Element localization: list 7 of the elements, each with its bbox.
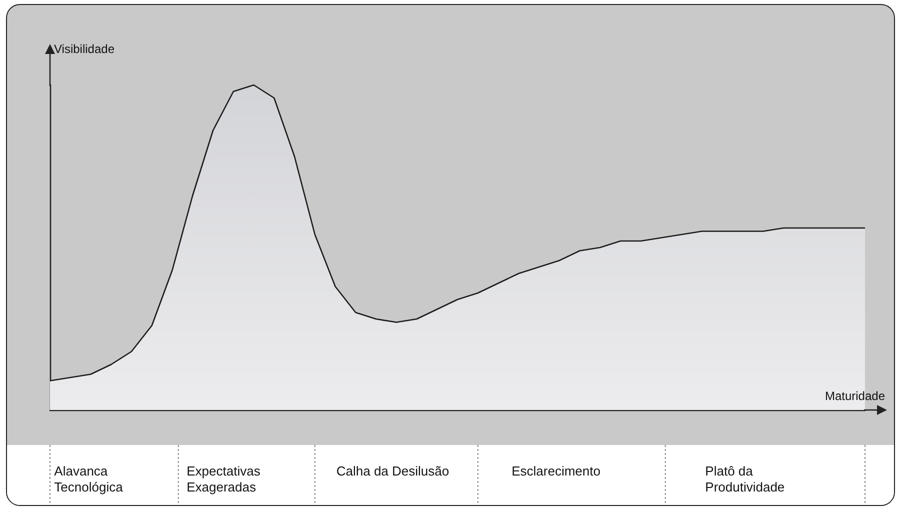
text: Calha da Desilusão <box>336 464 450 478</box>
x-axis-title: Maturidade <box>824 389 886 403</box>
y-axis-title: Visibilidade <box>54 42 115 56</box>
text: Expectativas Exageradas <box>186 464 264 494</box>
text: Platô da Produtividade <box>705 464 785 494</box>
text: Alavanca Tecnológica <box>54 464 124 494</box>
text: Esclarecimento <box>512 464 600 478</box>
